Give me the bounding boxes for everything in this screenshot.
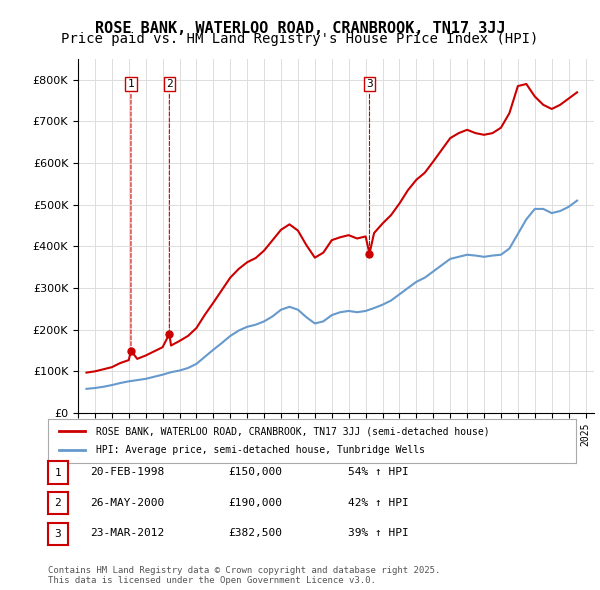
Text: 42% ↑ HPI: 42% ↑ HPI	[348, 498, 409, 507]
Text: 1: 1	[128, 79, 134, 348]
Text: 1: 1	[55, 468, 61, 477]
Text: 26-MAY-2000: 26-MAY-2000	[90, 498, 164, 507]
Text: Price paid vs. HM Land Registry's House Price Index (HPI): Price paid vs. HM Land Registry's House …	[61, 32, 539, 47]
Text: 3: 3	[366, 79, 373, 251]
Text: £190,000: £190,000	[228, 498, 282, 507]
Text: 23-MAR-2012: 23-MAR-2012	[90, 529, 164, 538]
Text: 2: 2	[55, 499, 61, 508]
Text: 39% ↑ HPI: 39% ↑ HPI	[348, 529, 409, 538]
Text: HPI: Average price, semi-detached house, Tunbridge Wells: HPI: Average price, semi-detached house,…	[95, 445, 425, 455]
Text: 20-FEB-1998: 20-FEB-1998	[90, 467, 164, 477]
Text: ROSE BANK, WATERLOO ROAD, CRANBROOK, TN17 3JJ: ROSE BANK, WATERLOO ROAD, CRANBROOK, TN1…	[95, 21, 505, 35]
Text: £382,500: £382,500	[228, 529, 282, 538]
Text: £150,000: £150,000	[228, 467, 282, 477]
Text: Contains HM Land Registry data © Crown copyright and database right 2025.
This d: Contains HM Land Registry data © Crown c…	[48, 566, 440, 585]
Text: ROSE BANK, WATERLOO ROAD, CRANBROOK, TN17 3JJ (semi-detached house): ROSE BANK, WATERLOO ROAD, CRANBROOK, TN1…	[95, 427, 489, 436]
Text: 2: 2	[166, 79, 173, 331]
Text: 54% ↑ HPI: 54% ↑ HPI	[348, 467, 409, 477]
Text: 3: 3	[55, 529, 61, 539]
